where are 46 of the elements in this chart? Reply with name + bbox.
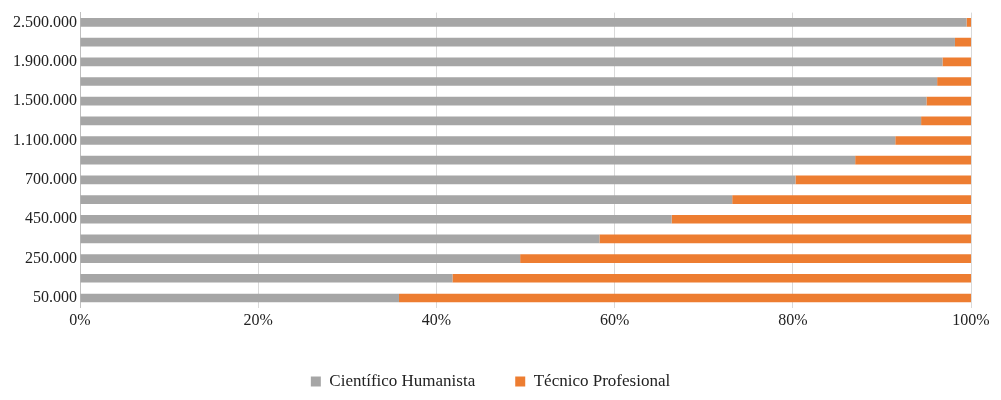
bar: [942, 57, 971, 67]
bar: [80, 37, 955, 47]
y-tick-label: 2.500.000: [13, 12, 77, 30]
bar: [855, 155, 971, 165]
bar: [80, 234, 600, 244]
bar: [80, 254, 521, 263]
y-tick-label: 1.100.000: [13, 130, 77, 148]
bar: [926, 96, 971, 106]
legend-label: Técnico Profesional: [533, 370, 671, 390]
x-tick-label: 20%: [243, 310, 273, 328]
bar: [452, 273, 971, 283]
bar: [398, 293, 971, 303]
bar: [80, 293, 399, 303]
bar: [599, 234, 971, 244]
bar: [732, 195, 971, 204]
x-tick-label: 80%: [778, 310, 808, 328]
bar: [921, 116, 971, 126]
bar: [80, 57, 943, 67]
bar: [80, 155, 856, 165]
y-tick-label: 250.000: [25, 248, 77, 266]
bar: [895, 136, 971, 145]
bar: [80, 195, 733, 204]
bar: [937, 77, 971, 86]
y-tick-label: 1.900.000: [13, 52, 77, 69]
bar: [80, 18, 967, 27]
bar: [80, 77, 938, 86]
x-tick-label: 40%: [421, 310, 452, 328]
bar: [80, 116, 922, 126]
y-tick-label: 700.000: [25, 170, 77, 188]
bar: [80, 214, 672, 224]
bar: [80, 175, 796, 185]
legend-label: Científico Humanista: [329, 370, 476, 390]
y-tick-label: 50.000: [33, 288, 77, 306]
x-tick-label: 60%: [599, 310, 630, 328]
bar: [954, 37, 971, 47]
bar: [80, 273, 453, 283]
y-tick-label: 450.000: [25, 209, 77, 227]
bar: [80, 136, 896, 145]
x-tick-label: 100%: [952, 310, 990, 328]
bar: [671, 214, 971, 224]
bar: [80, 96, 927, 106]
bar: [795, 175, 971, 185]
x-tick-label: 0%: [69, 310, 91, 328]
bar: [966, 18, 971, 27]
y-tick-label: 1.500.000: [13, 91, 77, 109]
bar: [520, 254, 971, 263]
